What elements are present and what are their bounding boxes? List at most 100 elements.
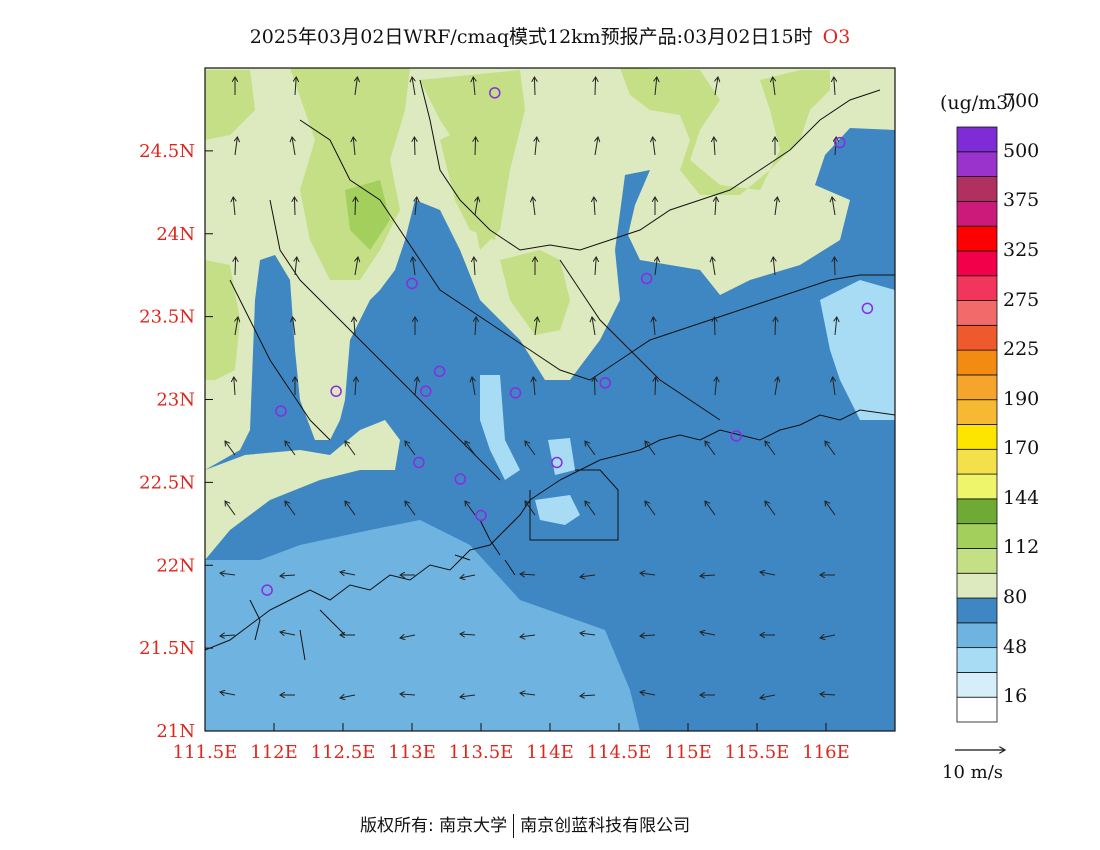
wind-arrow xyxy=(773,257,775,276)
wind-arrow xyxy=(340,695,356,698)
colorbar-segment xyxy=(956,647,998,673)
station-marker xyxy=(330,385,342,397)
boundary-lines xyxy=(205,79,895,661)
wind-arrow xyxy=(835,317,837,336)
lat-tick-label: 22N xyxy=(156,555,195,576)
wind-arrow xyxy=(235,257,236,276)
station-marker xyxy=(454,473,467,485)
wind-arrow xyxy=(580,695,596,696)
lat-tick-label: 23.5N xyxy=(139,307,195,328)
colorbar-segment xyxy=(956,151,998,177)
colorbar-label: 500 xyxy=(1003,139,1040,162)
wind-arrow xyxy=(475,317,476,336)
wind-arrow xyxy=(775,197,777,216)
station-marker xyxy=(413,456,425,469)
station-marker xyxy=(275,405,287,417)
wind-arrow xyxy=(220,635,236,636)
wind-arrow xyxy=(592,317,595,336)
colorbar-segment xyxy=(956,176,998,202)
footer-separator xyxy=(513,814,515,838)
station-marker xyxy=(420,385,432,397)
wind-arrow xyxy=(474,257,475,276)
wind-arrow xyxy=(535,137,537,156)
wind-arrow xyxy=(765,441,776,456)
wind-arrow xyxy=(645,441,656,456)
lon-tick-label: 111.5E xyxy=(173,742,238,763)
wind-arrow xyxy=(400,635,416,638)
wind-arrow xyxy=(353,137,355,156)
lon-tick-label: 114.5E xyxy=(587,742,652,763)
station-marker xyxy=(433,365,446,378)
wind-arrow xyxy=(355,197,356,216)
wind-arrow xyxy=(285,441,296,456)
wind-arrow xyxy=(280,575,296,576)
station-marker xyxy=(861,302,874,315)
colorbar-label: 170 xyxy=(1003,437,1040,460)
wind-arrow xyxy=(705,501,716,516)
wind-arrow xyxy=(354,317,355,336)
colorbar-label: 190 xyxy=(1003,387,1040,410)
colorbar-segment xyxy=(956,126,998,153)
station-marker xyxy=(509,387,522,399)
colorbar-segment xyxy=(956,597,998,624)
colorbar-label: 80 xyxy=(1003,586,1028,609)
copyright-footer: 版权所有: 南京大学 南京创蓝科技有限公司 xyxy=(360,811,690,838)
wind-arrow xyxy=(460,695,476,697)
station-marker xyxy=(489,87,501,99)
wind-arrow xyxy=(460,575,476,578)
wind-arrow xyxy=(585,441,596,456)
wind-arrow xyxy=(714,317,715,336)
wind-arrow xyxy=(225,501,236,516)
wind-arrow xyxy=(295,257,297,276)
wind-arrow xyxy=(825,501,836,516)
colorbar-label: 144 xyxy=(1003,486,1040,509)
vector-legend-label: 10 m/s xyxy=(942,762,1003,783)
colorbar-label: 700 xyxy=(1003,90,1040,113)
wind-arrow xyxy=(292,137,295,156)
wind-arrow xyxy=(465,441,476,456)
wind-arrow xyxy=(834,257,835,276)
wind-arrow xyxy=(580,633,596,635)
colorbar-segment xyxy=(956,473,998,500)
wind-arrow xyxy=(715,377,717,396)
wind-arrow xyxy=(645,501,656,516)
lat-axis: 21N 21.5N 22N 22.5N 23N 23.5N 24N 24.5N xyxy=(139,141,213,742)
wind-arrow xyxy=(655,377,656,396)
wind-arrow xyxy=(773,77,775,96)
wind-arrow xyxy=(473,77,475,96)
station-marker xyxy=(834,136,846,149)
colorbar-label: 275 xyxy=(1003,288,1040,311)
station-markers xyxy=(261,87,874,596)
wind-arrow xyxy=(712,257,715,276)
wind-arrow xyxy=(355,377,356,396)
wind-arrow xyxy=(400,694,416,695)
wind-arrow xyxy=(640,573,656,575)
wind-arrow xyxy=(220,573,236,575)
concentration-field xyxy=(205,68,895,731)
wind-arrow xyxy=(775,317,776,336)
lon-tick-label: 112E xyxy=(250,742,298,763)
wind-arrow xyxy=(595,137,598,156)
wind-arrow xyxy=(715,197,716,216)
wind-arrow xyxy=(705,441,716,456)
footer-right: 南京创蓝科技有限公司 xyxy=(520,816,691,836)
wind-arrow xyxy=(520,574,536,575)
colorbar-label: 112 xyxy=(1003,536,1040,559)
colorbar-segment xyxy=(956,696,998,723)
wind-arrow xyxy=(653,317,655,336)
wind-arrow xyxy=(220,692,236,695)
wind-arrow xyxy=(415,197,417,216)
colorbar-segment xyxy=(956,349,998,376)
wind-arrow xyxy=(715,77,718,96)
colorbar xyxy=(956,126,998,723)
wind-arrow xyxy=(345,501,356,516)
wind-arrow xyxy=(525,501,536,516)
wind-arrow xyxy=(533,377,535,396)
lat-tick-label: 22.5N xyxy=(139,472,195,493)
colorbar-label: 225 xyxy=(1003,338,1040,361)
wind-arrow xyxy=(653,137,655,156)
lat-tick-label: 23N xyxy=(156,390,195,411)
colorbar-segment xyxy=(956,523,998,549)
lat-tick-label: 21.5N xyxy=(139,638,195,659)
lat-tick-label: 24.5N xyxy=(139,141,195,162)
